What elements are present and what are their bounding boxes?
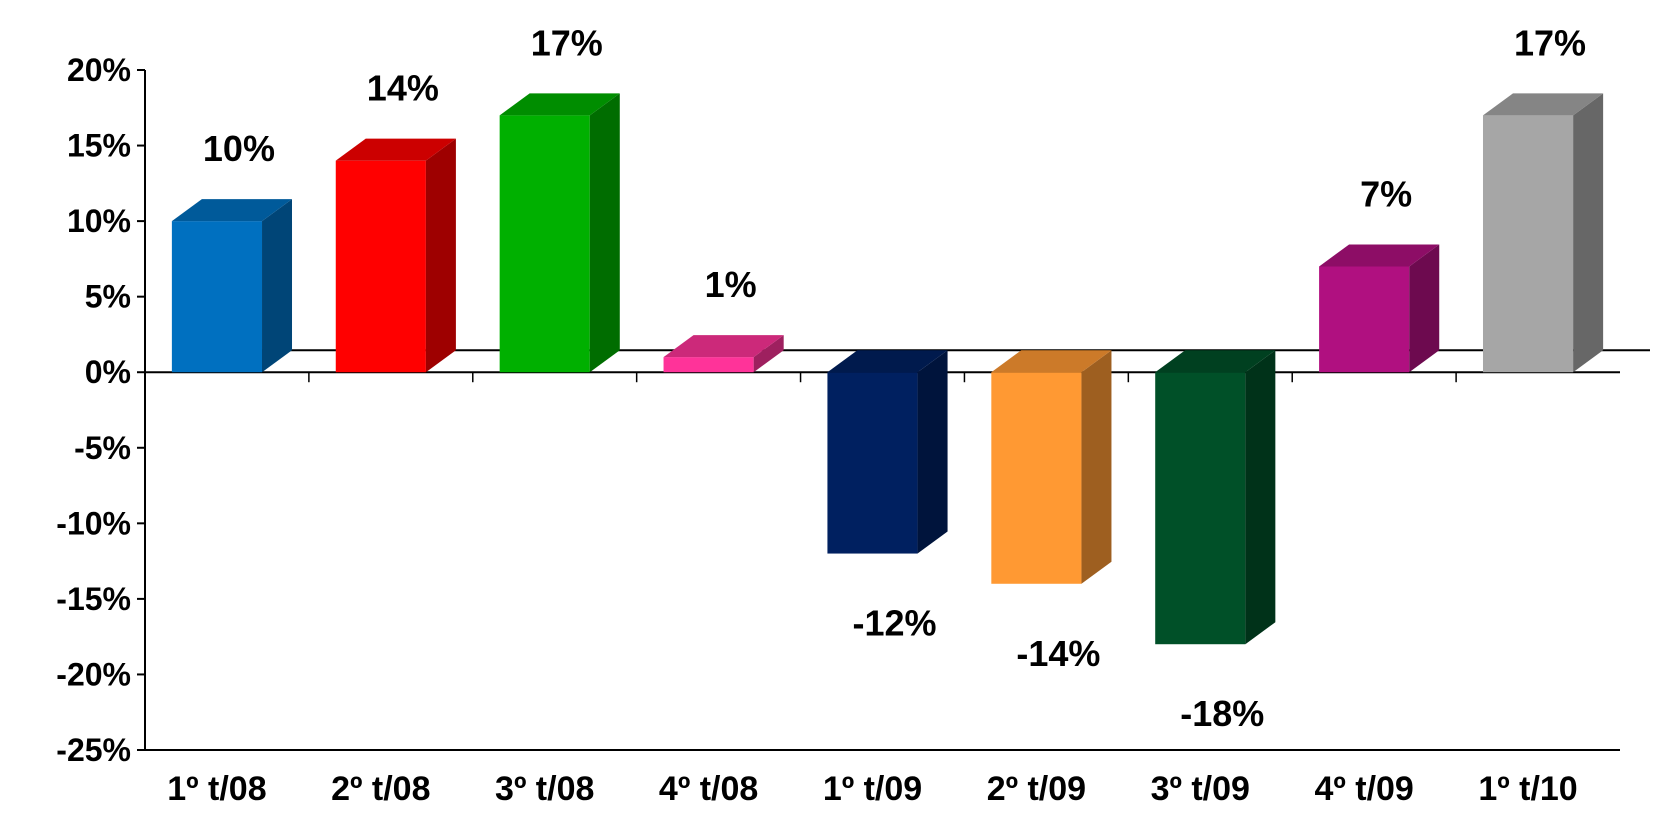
bar — [827, 350, 948, 554]
bar-side — [589, 93, 620, 373]
bar-front — [991, 372, 1082, 584]
y-tick-label: 5% — [85, 279, 131, 315]
y-tick-label: 10% — [67, 203, 131, 239]
bar — [499, 93, 620, 373]
data-label: 17% — [1514, 22, 1586, 63]
data-label: -12% — [852, 603, 936, 644]
data-label: 14% — [367, 68, 439, 109]
bar-front — [499, 115, 590, 373]
bar-top — [1319, 244, 1440, 267]
bar — [335, 138, 456, 373]
data-label: 10% — [203, 128, 275, 169]
category-label: 4º t/09 — [1314, 770, 1413, 808]
data-label: 17% — [531, 22, 603, 63]
data-label: 1% — [705, 264, 757, 305]
bar-side — [425, 138, 456, 373]
y-tick-label: -20% — [56, 656, 131, 692]
bar — [1482, 93, 1604, 373]
bar-front — [827, 372, 918, 554]
bar-front — [1319, 266, 1410, 373]
category-label: 4º t/08 — [659, 770, 758, 808]
bar-side — [753, 335, 784, 373]
bar-top — [499, 93, 620, 116]
bar-top — [827, 350, 948, 373]
data-label: -18% — [1180, 693, 1264, 734]
bar-top — [1155, 350, 1276, 373]
bar-side — [917, 350, 948, 554]
y-tick-label: 20% — [67, 52, 131, 88]
category-label: 2º t/08 — [331, 770, 430, 808]
bar-front — [335, 160, 426, 373]
bar-side — [1081, 350, 1112, 584]
bar — [663, 335, 784, 373]
bar-side — [1409, 244, 1440, 373]
category-label: 1º t/09 — [823, 770, 922, 808]
bar — [991, 350, 1112, 584]
bar — [171, 199, 293, 373]
bar-front — [1155, 372, 1246, 645]
category-label: 2º t/09 — [987, 770, 1086, 808]
category-label: 1º t/10 — [1478, 770, 1577, 808]
category-label: 3º t/09 — [1151, 770, 1250, 808]
bar — [1319, 244, 1440, 373]
data-label: 7% — [1360, 173, 1412, 214]
y-tick-label: -25% — [56, 732, 131, 768]
bar-side — [262, 199, 293, 373]
y-tick-label: -15% — [56, 581, 131, 617]
category-label: 1º t/08 — [167, 770, 266, 808]
bar — [1155, 350, 1276, 645]
bar-top — [1482, 93, 1604, 116]
category-label: 3º t/08 — [495, 770, 594, 808]
bar-top — [663, 335, 784, 358]
data-label: -14% — [1016, 633, 1100, 674]
y-tick-label: 0% — [85, 354, 131, 390]
bar-front — [1482, 115, 1574, 373]
y-tick-label: -5% — [74, 430, 131, 466]
bar-front — [663, 357, 754, 373]
bar-top — [171, 199, 293, 222]
bar-side — [1245, 350, 1276, 645]
bar-side — [1573, 93, 1604, 373]
bars — [171, 93, 1604, 645]
y-tick-label: -10% — [56, 505, 131, 541]
bar-front — [171, 221, 263, 373]
labels: 10% 1º t/08 14% 2º t/08 17% 3º t/08 1% 4º t/08 -… — [167, 22, 1586, 808]
y-tick-label: 15% — [67, 128, 131, 164]
bar-top — [991, 350, 1112, 373]
bar-top — [335, 138, 456, 161]
